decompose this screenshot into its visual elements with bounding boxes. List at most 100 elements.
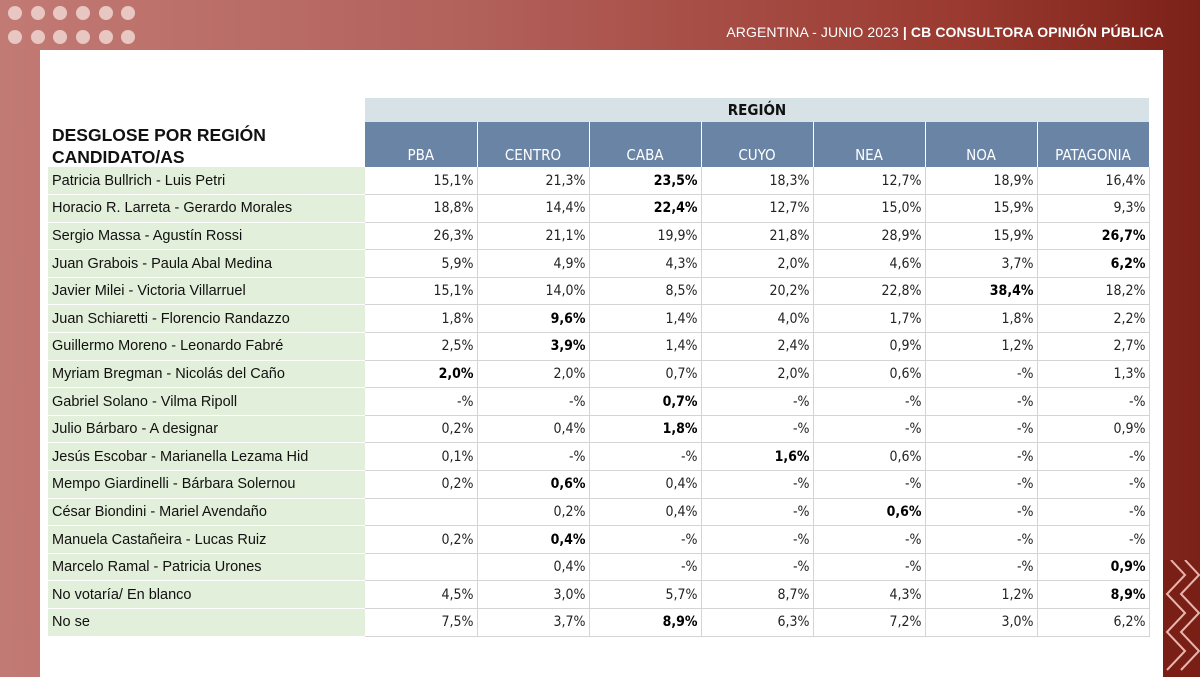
cell-value: 15,9% <box>925 194 1038 223</box>
row-label: Sergio Massa - Agustín Rossi <box>48 222 365 251</box>
cell-value: 1,3% <box>1037 360 1150 389</box>
cell-value: 8,9% <box>589 608 702 637</box>
column-header-noa: NOA <box>925 122 1038 167</box>
cell-value: 38,4% <box>925 277 1038 306</box>
table-row: Mempo Giardinelli - Bárbara Solernou 0,2%… <box>48 470 1150 499</box>
cell-value: 19,9% <box>589 222 702 251</box>
cell-value: 26,3% <box>365 222 478 251</box>
table-row: Manuela Castañeira - Lucas Ruiz 0,2% 0,4% -… <box>48 525 1150 554</box>
row-label: Javier Milei - Victoria Villarruel <box>48 277 365 306</box>
cell-value: 8,9% <box>1037 580 1150 609</box>
empty-corner <box>48 122 365 167</box>
cell-value: -% <box>1037 387 1150 416</box>
cell-value: 1,4% <box>589 332 702 361</box>
cell-value: -% <box>813 470 926 499</box>
cell-value: -% <box>477 442 590 472</box>
cell-value: 2,5% <box>365 332 478 361</box>
column-header-nea: NEA <box>813 122 926 167</box>
cell-value: -% <box>813 387 926 416</box>
cell-value: 4,5% <box>365 580 478 609</box>
column-header-centro: CENTRO <box>477 122 590 167</box>
cell-value: 18,8% <box>365 194 478 223</box>
cell-value: 12,7% <box>813 167 926 196</box>
row-label: Guillermo Moreno - Leonardo Fabré <box>48 332 365 361</box>
cell-value: 2,2% <box>1037 304 1150 334</box>
cell-value: 3,0% <box>925 608 1038 637</box>
cell-value: 0,4% <box>589 470 702 499</box>
cell-value: 15,1% <box>365 277 478 306</box>
cell-value: 2,4% <box>701 332 814 361</box>
cell-value <box>365 498 478 527</box>
cell-value: 0,4% <box>589 498 702 527</box>
cell-value: 15,9% <box>925 222 1038 251</box>
cell-value: 20,2% <box>701 277 814 306</box>
column-header-caba: CABA <box>589 122 702 167</box>
cell-value: 3,9% <box>477 332 590 361</box>
cell-value: 8,5% <box>589 277 702 306</box>
cell-value: 21,1% <box>477 222 590 251</box>
cell-value: 2,0% <box>701 249 814 278</box>
cell-value: 1,8% <box>589 415 702 444</box>
cell-value <box>365 553 478 582</box>
cell-value: -% <box>925 525 1038 554</box>
title-line-1: DESGLOSE POR REGIÓN <box>52 125 266 145</box>
cell-value: 0,4% <box>477 525 590 554</box>
dot <box>8 30 22 44</box>
cell-value: 9,6% <box>477 304 590 334</box>
row-label: Juan Schiaretti - Florencio Randazzo <box>48 304 365 334</box>
cell-value: 3,7% <box>925 249 1038 278</box>
cell-value: 1,8% <box>925 304 1038 334</box>
cell-value: 18,3% <box>701 167 814 196</box>
cell-value: 14,0% <box>477 277 590 306</box>
table-row: Guillermo Moreno - Leonardo Fabré 2,5% 3,9… <box>48 332 1150 361</box>
dot <box>121 6 136 20</box>
cell-value: 0,4% <box>477 415 590 444</box>
cell-value: 0,9% <box>1037 553 1150 582</box>
column-header-pba: PBA <box>365 122 478 167</box>
cell-value: 14,4% <box>477 194 590 223</box>
cell-value: 0,2% <box>477 498 590 527</box>
cell-value: -% <box>701 525 814 554</box>
header-brand: CB CONSULTORA OPINIÓN PÚBLICA <box>906 24 1164 40</box>
cell-value: -% <box>813 553 926 582</box>
cell-value: -% <box>589 442 702 472</box>
table-row: Patricia Bullrich - Luis Petri 15,1% 21,3%… <box>48 167 1150 196</box>
table-row: Julio Bárbaro - A designar 0,2% 0,4% 1,8% -%… <box>48 415 1150 444</box>
cell-value: 2,0% <box>477 360 590 389</box>
cell-value: 0,4% <box>477 553 590 582</box>
cell-value: -% <box>1037 442 1150 472</box>
cell-value: 0,6% <box>813 442 926 472</box>
cell-value: -% <box>365 387 478 416</box>
cell-value: 4,3% <box>813 580 926 609</box>
cell-value: 0,6% <box>813 498 926 527</box>
row-label: Jesús Escobar - Marianella Lezama Hid <box>48 442 365 472</box>
table-row: Jesús Escobar - Marianella Lezama Hid 0,1… <box>48 442 1150 472</box>
table-row: Juan Grabois - Paula Abal Medina 5,9% 4,9%… <box>48 249 1150 278</box>
cell-value: 0,6% <box>813 360 926 389</box>
cell-value: 3,7% <box>477 608 590 637</box>
row-label: No se <box>48 608 365 637</box>
row-label: Horacio R. Larreta - Gerardo Morales <box>48 194 365 223</box>
cell-value: 26,7% <box>1037 222 1150 251</box>
dot <box>98 30 113 44</box>
cell-value: 2,7% <box>1037 332 1150 361</box>
table-row: Marcelo Ramal - Patricia Urones 0,4% -% -% -… <box>48 553 1150 582</box>
cell-value: 0,1% <box>365 442 478 472</box>
cell-value: -% <box>589 525 702 554</box>
row-label: Juan Grabois - Paula Abal Medina <box>48 249 365 278</box>
row-label: Patricia Bullrich - Luis Petri <box>48 167 365 196</box>
table-title: DESGLOSE POR REGIÓN CANDIDATO/AS <box>52 124 266 168</box>
cell-value: -% <box>925 360 1038 389</box>
cell-value: 7,2% <box>813 608 926 637</box>
cell-value: 0,2% <box>365 415 478 444</box>
cell-value: -% <box>1037 470 1150 499</box>
cell-value: -% <box>701 387 814 416</box>
empty-corner <box>48 98 365 122</box>
cell-value: 0,2% <box>365 525 478 554</box>
cell-value: -% <box>925 442 1038 472</box>
cell-value: -% <box>701 553 814 582</box>
decorative-dots <box>8 6 144 44</box>
table-row: No votaría/ En blanco 4,5% 3,0% 5,7% 8,7% 4,3… <box>48 580 1150 609</box>
cell-value: 4,0% <box>701 304 814 334</box>
cell-value: 0,6% <box>477 470 590 499</box>
